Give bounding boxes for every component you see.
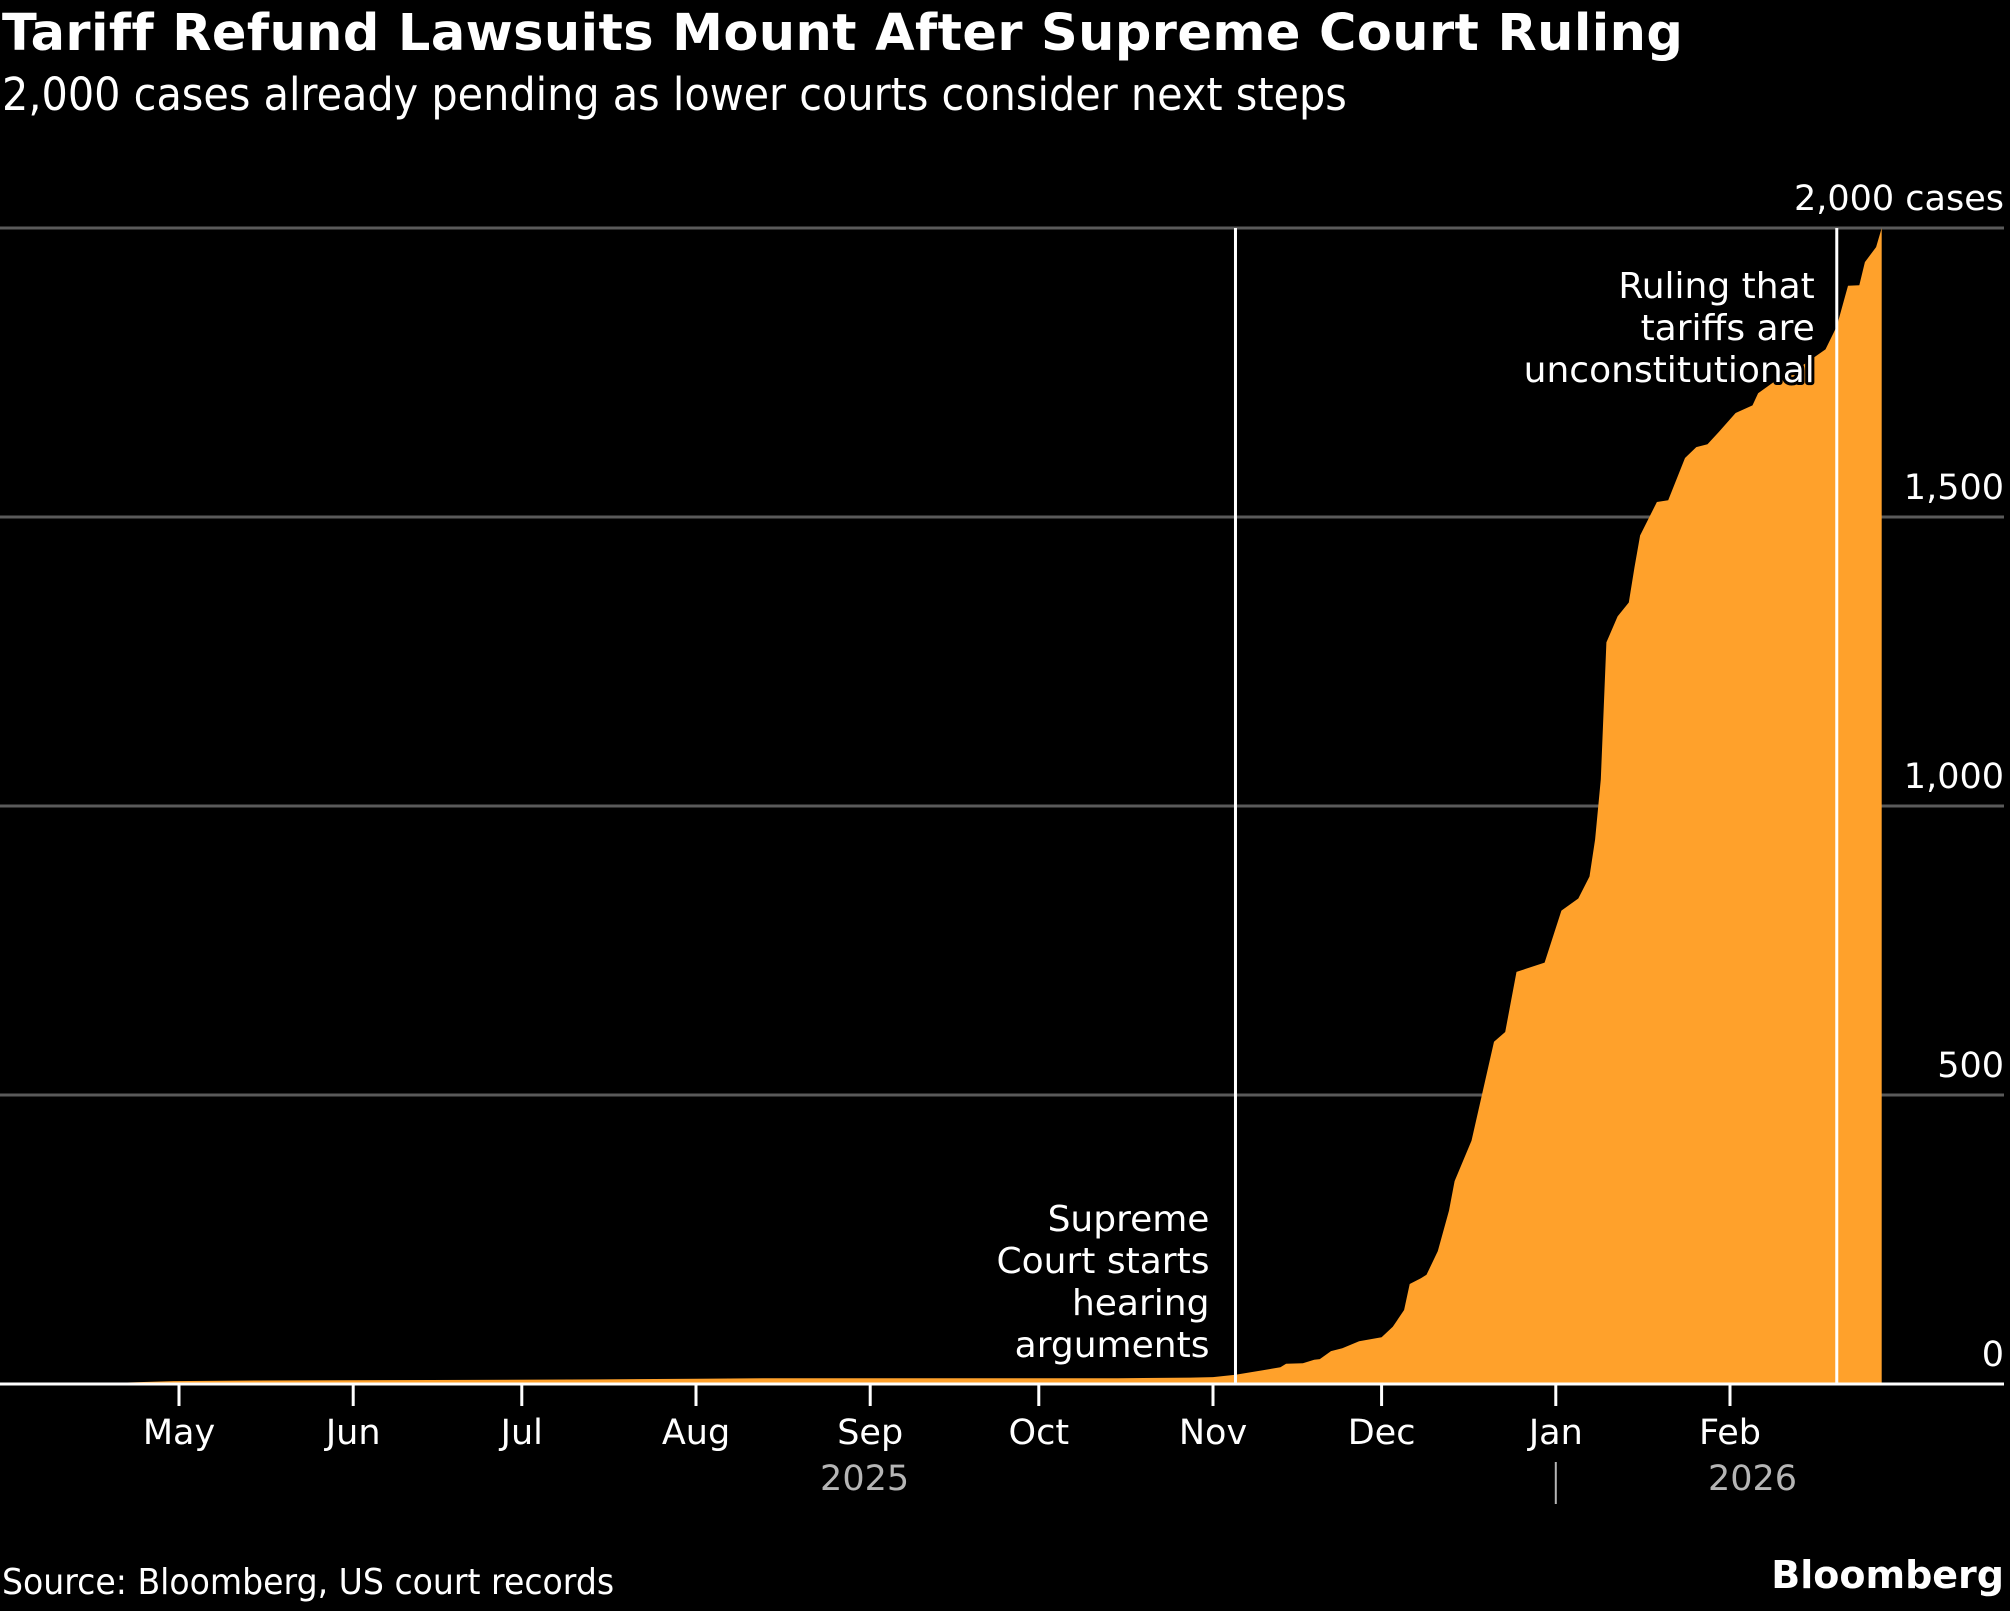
y-axis-labels: 0 500 1,000 1,500 2,000 cases [1794, 179, 2004, 1375]
annotation-lines [1233, 228, 1839, 1384]
y-tick-label: 500 [1937, 1046, 2004, 1086]
y-tick-label: 1,500 [1904, 468, 2004, 508]
annotation-supreme-court-line: Court starts [997, 1241, 1210, 1282]
x-tick-label: Aug [662, 1413, 730, 1453]
area-layer [66, 228, 1882, 1384]
source-note: Source: Bloomberg, US court records [2, 1562, 615, 1603]
bloomberg-logo: Bloomberg [1771, 1553, 2004, 1597]
x-axis-labels: May Jun Jul Aug Sep Oct Nov Dec Jan Feb 2025 2026 [143, 1413, 1797, 1504]
x-axis [0, 1382, 2004, 1406]
year-label-2026: 2026 [1708, 1459, 1797, 1499]
x-tick-label: May [143, 1413, 215, 1453]
annotation-supreme-court-line: arguments [1015, 1325, 1210, 1366]
x-tick-label: Jul [499, 1413, 543, 1453]
area-series-pending-cases [66, 228, 1882, 1384]
year-label-2025: 2025 [820, 1459, 909, 1499]
annotation-supreme-court-line: Supreme [1048, 1199, 1210, 1240]
x-tick-label: Sep [837, 1413, 903, 1453]
x-tick-label: Nov [1179, 1413, 1247, 1453]
annotation-ruling-line: Ruling that [1618, 266, 1814, 307]
x-tick-label: Feb [1699, 1413, 1761, 1453]
chart-title: Tariff Refund Lawsuits Mount After Supre… [2, 4, 1684, 63]
annotation-ruling-line: tariffs are [1641, 308, 1815, 349]
annotation-ruling-line: unconstitutional [1524, 350, 1815, 391]
x-tick-label: Dec [1348, 1413, 1416, 1453]
y-tick-label: 2,000 cases [1794, 179, 2004, 219]
y-tick-label: 1,000 [1904, 757, 2004, 797]
x-tick-label: Jun [324, 1413, 381, 1453]
chart-subtitle: 2,000 cases already pending as lower cou… [2, 68, 1347, 121]
x-tick-label: Jan [1527, 1413, 1583, 1453]
y-tick-label: 0 [1982, 1335, 2004, 1375]
annotation-supreme-court-line: hearing [1072, 1283, 1210, 1324]
x-tick-label: Oct [1009, 1413, 1070, 1453]
